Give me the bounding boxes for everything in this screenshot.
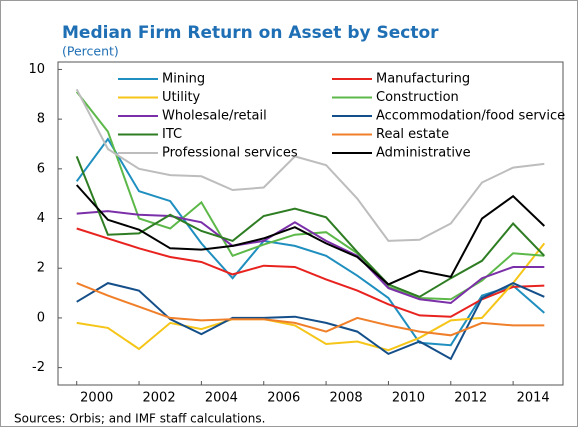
y-tick-label: 8	[37, 112, 45, 127]
x-tick-label: 2000	[80, 391, 113, 406]
legend-label: Professional services	[162, 146, 298, 161]
series-line	[76, 282, 545, 337]
x-tick-label: 2006	[267, 391, 300, 406]
chart-title: Median Firm Return on Asset by Sector	[62, 23, 439, 43]
x-tick-label: 2012	[454, 391, 487, 406]
x-tick-label: 2004	[205, 391, 238, 406]
chart-subtitle: (Percent)	[62, 44, 119, 59]
x-tick-label: 2008	[330, 391, 363, 406]
source-note: Sources: Orbis; and IMF staff calculatio…	[14, 412, 265, 426]
legend-label: Real estate	[376, 127, 449, 142]
y-tick-label: 4	[37, 211, 45, 226]
y-tick-label: 6	[37, 161, 45, 176]
series-line	[75, 156, 546, 298]
x-tick-label: 2010	[392, 391, 425, 406]
plot-area	[57, 61, 564, 386]
legend-label: ITC	[162, 127, 182, 142]
legend-label: Utility	[162, 90, 201, 105]
series-line	[75, 88, 545, 242]
y-tick-label: -2	[32, 360, 45, 375]
x-tick-label: 2014	[517, 391, 550, 406]
legend-label: Mining	[162, 72, 205, 87]
y-tick-label: 2	[37, 261, 45, 276]
legend-label: Wholesale/retail	[162, 109, 267, 124]
series-line	[76, 281, 545, 361]
series-line	[76, 210, 545, 305]
x-tick-label: 2002	[143, 391, 176, 406]
series-line	[75, 137, 545, 347]
series-line	[76, 242, 546, 352]
legend-label: Accommodation/food service	[376, 109, 565, 124]
series-line	[76, 227, 545, 318]
series-line	[75, 184, 545, 286]
legend-label: Manufacturing	[376, 72, 470, 87]
y-tick-label: 0	[37, 310, 45, 325]
y-tick-label: 10	[28, 62, 45, 77]
legend-label: Construction	[376, 90, 459, 105]
legend-label: Administrative	[376, 146, 471, 161]
